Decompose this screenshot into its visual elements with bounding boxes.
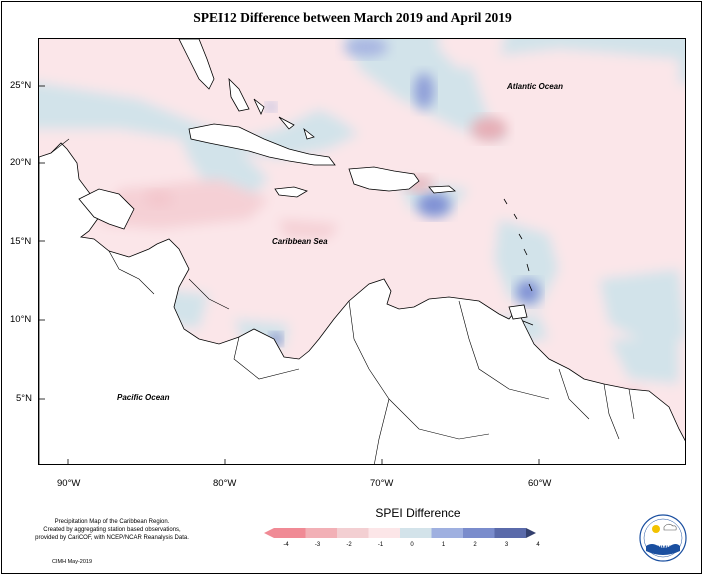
graticule-ticks — [39, 85, 540, 464]
lon-label-90w: 90°W — [57, 478, 81, 489]
credits-line-1: Precipitation Map of the Caribbean Regio… — [54, 519, 170, 525]
legend-swatch — [463, 528, 495, 538]
legend-arrow-low — [264, 528, 274, 538]
credits-line-2: Created by aggregating station based obs… — [43, 527, 181, 533]
bahamas — [228, 77, 315, 140]
lat-label-10n: 10°N — [10, 314, 32, 325]
lon-label-70w: 70°W — [370, 478, 394, 489]
legend-swatch — [274, 528, 306, 538]
legend-tick-label: -1 — [378, 542, 384, 548]
hispaniola — [348, 166, 420, 192]
cimh-logo — [638, 513, 688, 568]
ocean-label-atlantic: Atlantic Ocean — [507, 82, 564, 91]
legend-tick-label: 3 — [505, 542, 509, 548]
puerto-rico — [428, 185, 456, 194]
legend-swatch — [337, 528, 369, 538]
legend-swatch — [400, 528, 432, 538]
jamaica — [274, 186, 308, 198]
central-america — [39, 142, 685, 464]
lesser-antilles — [503, 198, 534, 326]
legend-title: SPEI Difference — [375, 506, 461, 520]
credits-text: Precipitation Map of the Caribbean Regio… — [12, 518, 212, 542]
lat-label-15n: 15°N — [10, 236, 32, 247]
map-panel: Atlantic Ocean Caribbean Sea Pacific Oce… — [38, 38, 686, 465]
lat-label-5n: 5°N — [16, 393, 32, 404]
legend-colorbar: -4 -3 -2 -1 0 1 2 3 4 — [262, 526, 572, 555]
legend-tick-label: -3 — [315, 542, 321, 548]
ocean-label-pacific: Pacific Ocean — [117, 393, 170, 402]
lon-label-80w: 80°W — [213, 478, 237, 489]
legend-swatch — [305, 528, 337, 538]
lat-label-25n: 25°N — [10, 80, 32, 91]
trinidad — [508, 304, 528, 320]
legend-tick-label: 1 — [442, 542, 446, 548]
legend-tick-label: -2 — [346, 542, 352, 548]
lon-label-60w: 60°W — [528, 478, 552, 489]
legend-tick-label: 4 — [536, 542, 540, 548]
legend-swatch — [494, 528, 526, 538]
logo-text: CIMH — [655, 546, 671, 552]
legend-arrow-high — [526, 528, 536, 538]
lat-label-20n: 20°N — [10, 157, 32, 168]
yucatan — [78, 188, 135, 230]
legend-tick-label: 2 — [473, 542, 477, 548]
credits-line-3: provided by CariCOF, with NCEP/NCAR Rean… — [35, 535, 189, 541]
spei-difference-map — [39, 39, 685, 464]
legend-tick-label: 0 — [410, 542, 414, 548]
land-outlines — [39, 39, 685, 464]
legend-swatch — [368, 528, 400, 538]
legend-tick-label: -4 — [283, 542, 289, 548]
footer-credit: CIMH May-2019 — [52, 559, 93, 565]
ocean-label-caribbean: Caribbean Sea — [272, 237, 328, 246]
florida — [178, 39, 215, 90]
map-title: SPEI12 Difference between March 2019 and… — [193, 10, 512, 25]
country-borders — [50, 138, 635, 464]
legend-swatch — [431, 528, 463, 538]
cuba — [188, 123, 336, 166]
